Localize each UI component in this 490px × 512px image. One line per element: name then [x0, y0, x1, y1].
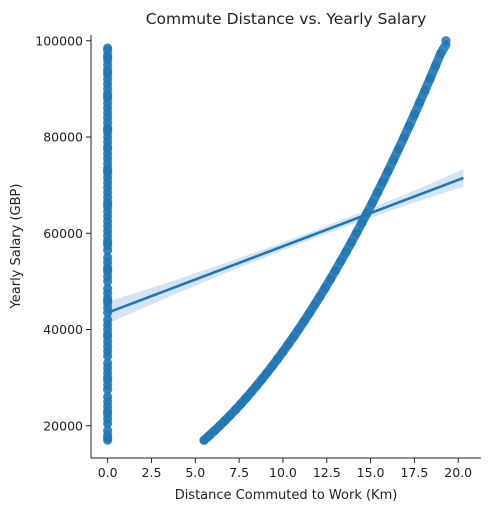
scatter-point — [103, 425, 113, 436]
chart-title: Commute Distance vs. Yearly Salary — [146, 10, 427, 28]
curve-point-cluster — [199, 40, 451, 445]
scatter-point — [103, 373, 113, 383]
scatter-point — [103, 329, 113, 339]
points-layer — [103, 36, 451, 445]
scatter-point — [103, 284, 113, 294]
scatter-point — [103, 392, 113, 402]
scatter-point — [103, 125, 113, 135]
scatter-point — [103, 296, 113, 306]
y-tick-label: 40000 — [43, 322, 83, 337]
scatter-point — [103, 199, 113, 209]
y-tick-label: 80000 — [43, 130, 83, 145]
y-axis-title: Yearly Salary (GBP) — [9, 184, 24, 310]
scatter-point — [103, 238, 113, 248]
scatter-point — [103, 358, 113, 368]
scatter-point — [103, 166, 113, 176]
x-ticks: 0.0 2.5 5.0 7.5 10.0 12.5 15.0 17.5 20.0 — [98, 458, 472, 480]
x-tick-label: 2.5 — [142, 465, 162, 480]
x-tick-label: 0.0 — [98, 465, 118, 480]
x-tick-label: 17.5 — [400, 465, 428, 480]
x-tick-label: 12.5 — [313, 465, 341, 480]
regression-line-layer — [107, 176, 464, 314]
x-tick-label: 15.0 — [357, 465, 385, 480]
y-tick-label: 60000 — [43, 226, 83, 241]
x-tick-label: 20.0 — [444, 465, 472, 480]
scatter-point — [103, 67, 113, 77]
scatter-point — [103, 315, 113, 325]
scatter-point — [103, 406, 113, 416]
scatter-point — [103, 53, 113, 63]
scatter-point — [103, 433, 113, 443]
scatter-point — [103, 252, 113, 262]
y-ticks: 20000 40000 60000 80000 100000 — [35, 33, 91, 433]
x-tick-label: 10.0 — [269, 465, 297, 480]
scatter-point — [103, 264, 113, 274]
x-tick-label: 7.5 — [229, 465, 249, 480]
x-tick-label: 5.0 — [185, 465, 205, 480]
scatter-point — [103, 91, 113, 101]
y-tick-label: 100000 — [35, 33, 83, 48]
x-axis-title: Distance Commuted to Work (Km) — [175, 488, 398, 503]
regression-line — [107, 176, 464, 314]
scatter-point — [103, 43, 113, 53]
y-tick-label: 20000 — [43, 418, 83, 433]
